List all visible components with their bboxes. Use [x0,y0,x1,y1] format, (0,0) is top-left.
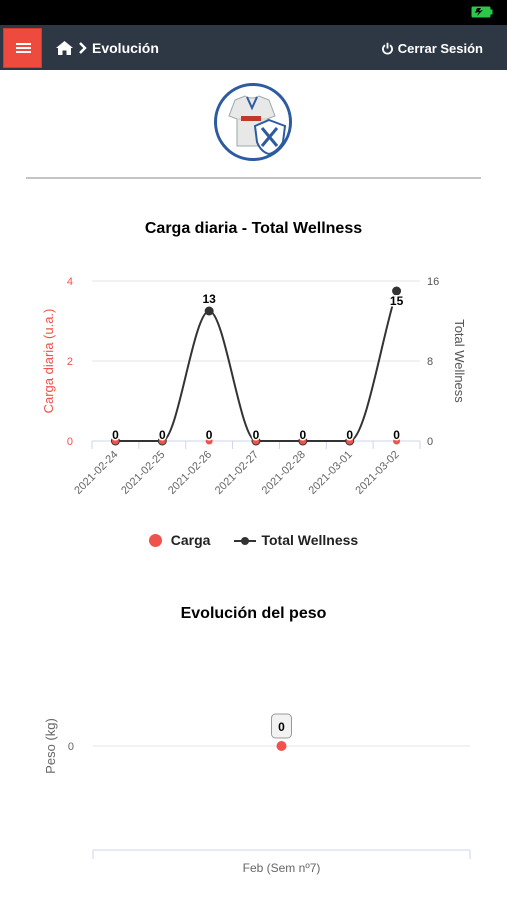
carga-data-label: 0 [159,428,166,442]
x-tick-label: 2021-02-26 [166,449,214,497]
carga-point [393,437,401,445]
y-left-axis-title: Carga diaria (u.a.) [41,309,56,414]
chevron-right-icon [79,42,87,54]
legend-label-carga: Carga [170,532,211,548]
data-label-box [271,713,292,739]
wellness-point [204,306,214,316]
y-tick-label: 0 [68,741,74,753]
x-tick-label: 2021-02-28 [260,449,308,497]
wellness-data-label: 15 [390,294,404,308]
carga-point [252,437,260,445]
carga-data-label: 0 [346,428,353,442]
status-bar [0,0,507,25]
legend-item-wellness[interactable]: Total Wellness [234,532,358,548]
breadcrumb: Evolución [55,38,159,58]
x-tick-label: Feb (Sem nº7) [243,861,321,875]
jersey-icon [228,95,287,156]
carga-data-label: 0 [253,428,260,442]
y-left-tick-label: 4 [67,276,73,288]
carga-point [111,437,119,445]
carga-point [346,437,354,445]
y-right-axis-title: Total Wellness [452,319,467,403]
menu-button[interactable] [3,28,42,68]
y-axis-title: Peso (kg) [43,718,58,774]
wellness-series-line [115,290,398,442]
weight-data-label: 0 [278,720,285,734]
menu-icon [16,43,31,54]
carga-data-label: 0 [300,428,307,442]
logout-button[interactable]: Cerrar Sesión [381,38,483,58]
home-icon[interactable] [55,40,74,56]
team-avatar [214,83,292,161]
carga-point [158,437,166,445]
y-left-tick-label: 0 [67,436,73,448]
wellness-point [392,286,402,296]
y-right-tick-label: 16 [427,276,439,288]
y-left-tick-label: 2 [67,356,73,368]
battery-icon [471,6,493,18]
weight-point [276,741,287,751]
y-right-tick-label: 8 [427,356,433,368]
x-tick-label: 2021-02-25 [119,449,167,497]
carga-data-label: 0 [112,428,119,442]
carga-legend-dot [148,533,162,547]
carga-point [299,437,307,445]
x-tick-label: 2021-03-01 [307,449,355,497]
weight-chart-title: Evolución del peso [180,605,327,622]
weight-chart: 0 Peso (kg) Feb (Sem nº7) 0 [43,713,471,875]
x-tick-label: 2021-03-02 [353,449,401,497]
wellness-legend-line [234,534,257,547]
y-right-tick-label: 0 [427,436,433,448]
carga-point [205,437,213,445]
wellness-data-label: 13 [202,292,216,306]
section-divider [26,177,481,179]
carga-data-label: 0 [393,428,400,442]
x-tick-label: 2021-02-24 [72,449,120,497]
power-icon [381,42,393,55]
load-chart-title: Carga diaria - Total Wellness [144,220,363,237]
logout-label: Cerrar Sesión [397,40,483,56]
breadcrumb-label: Evolución [92,40,159,56]
load-wellness-chart: 02408162021-02-242021-02-252021-02-26202… [41,276,467,497]
legend-label-wellness: Total Wellness [261,532,359,548]
load-chart-legend: Carga Total Wellness [0,532,507,548]
legend-item-carga[interactable]: Carga [148,532,211,548]
carga-data-label: 0 [206,428,213,442]
x-tick-label: 2021-02-27 [213,449,261,497]
